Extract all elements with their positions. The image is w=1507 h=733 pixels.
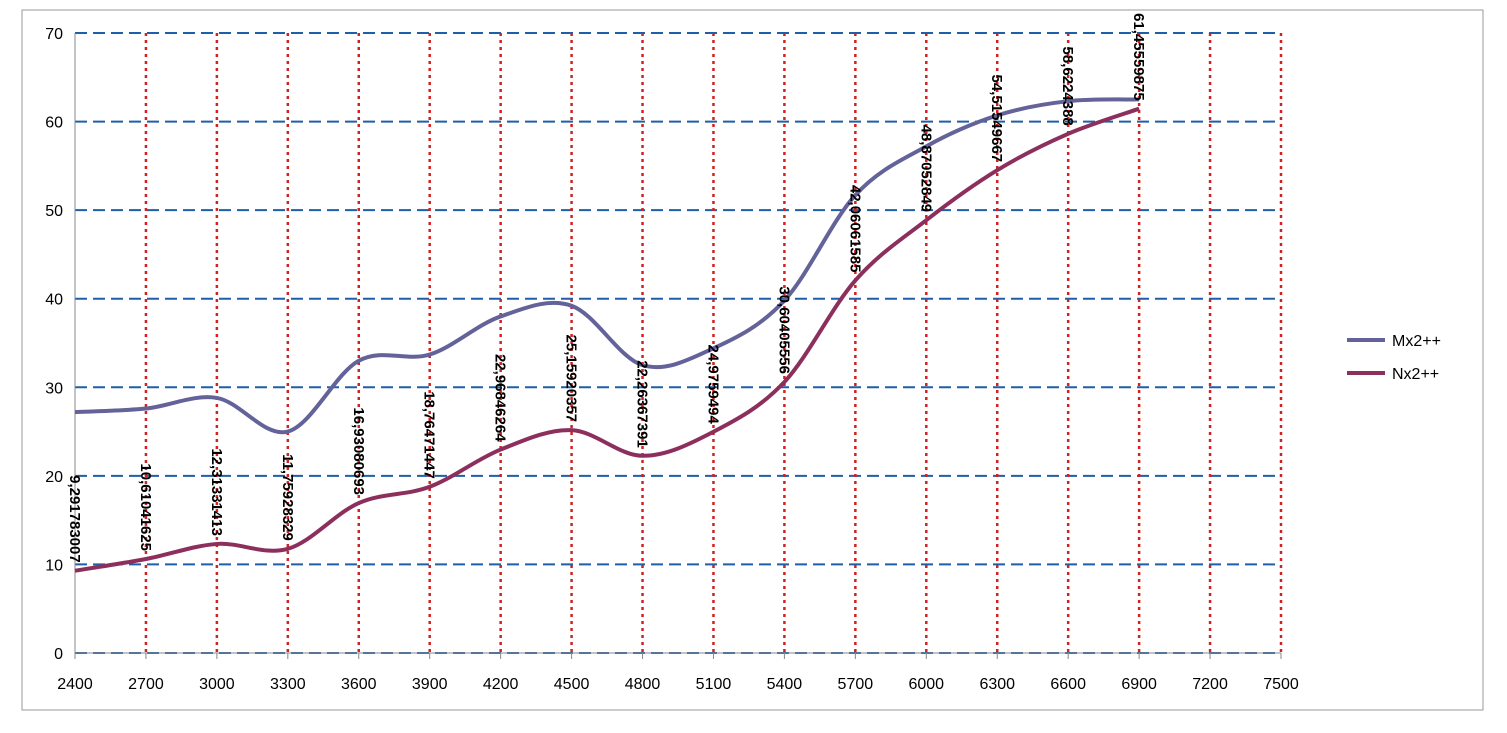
y-tick-label: 30 — [45, 380, 63, 397]
x-tick-label: 3300 — [270, 676, 306, 693]
data-label: 11,75928329 — [279, 454, 296, 541]
y-tick-label: 40 — [45, 292, 63, 309]
data-label: 54,51549667 — [988, 75, 1005, 163]
data-label: 48,87052849 — [917, 125, 934, 213]
x-tick-label: 7200 — [1192, 676, 1228, 693]
x-tick-label: 4800 — [625, 676, 661, 693]
y-tick-label: 50 — [45, 203, 63, 220]
data-label: 30,60405556 — [775, 286, 792, 374]
x-tick-label: 6300 — [979, 676, 1015, 693]
data-label: 22,96846264 — [492, 354, 509, 442]
x-tick-label: 5700 — [838, 676, 874, 693]
data-label: 42,06061585 — [846, 185, 863, 273]
x-tick-label: 2700 — [128, 676, 164, 693]
data-label: 25,15920357 — [563, 335, 580, 423]
data-label: 9,291783007 — [66, 475, 83, 563]
x-tick-label: 4500 — [554, 676, 590, 693]
data-label: 58,6224388 — [1059, 47, 1076, 126]
legend-label: Nx2++ — [1392, 366, 1439, 383]
x-tick-label: 5400 — [767, 676, 803, 693]
x-tick-label: 3600 — [341, 676, 377, 693]
x-tick-label: 3000 — [199, 676, 235, 693]
y-tick-label: 10 — [45, 557, 63, 574]
x-tick-label: 7500 — [1263, 676, 1299, 693]
x-tick-label: 3900 — [412, 676, 448, 693]
data-label: 24,9759494 — [704, 345, 721, 425]
x-tick-label: 4200 — [483, 676, 519, 693]
data-label: 61,45559875 — [1130, 13, 1147, 101]
chart-frame — [21, 9, 1484, 711]
x-tick-label: 6900 — [1121, 676, 1157, 693]
x-tick-label: 6000 — [908, 676, 944, 693]
series-line — [74, 97, 1140, 435]
y-tick-label: 60 — [45, 115, 63, 132]
data-label: 16,93080693 — [350, 407, 367, 495]
y-tick-label: 70 — [45, 26, 63, 43]
x-tick-label: 5100 — [696, 676, 732, 693]
y-tick-label: 20 — [45, 469, 63, 486]
data-label: 10,61041625 — [137, 463, 154, 551]
y-tick-label: 0 — [54, 646, 63, 663]
data-label: 12,31331413 — [208, 448, 225, 536]
data-label: 18,76471447 — [421, 391, 438, 479]
series-line — [74, 106, 1140, 573]
x-tick-label: 2400 — [57, 676, 93, 693]
x-tick-label: 6600 — [1050, 676, 1086, 693]
data-label: 22,26367391 — [634, 360, 651, 448]
legend-label: Mx2++ — [1392, 333, 1441, 350]
